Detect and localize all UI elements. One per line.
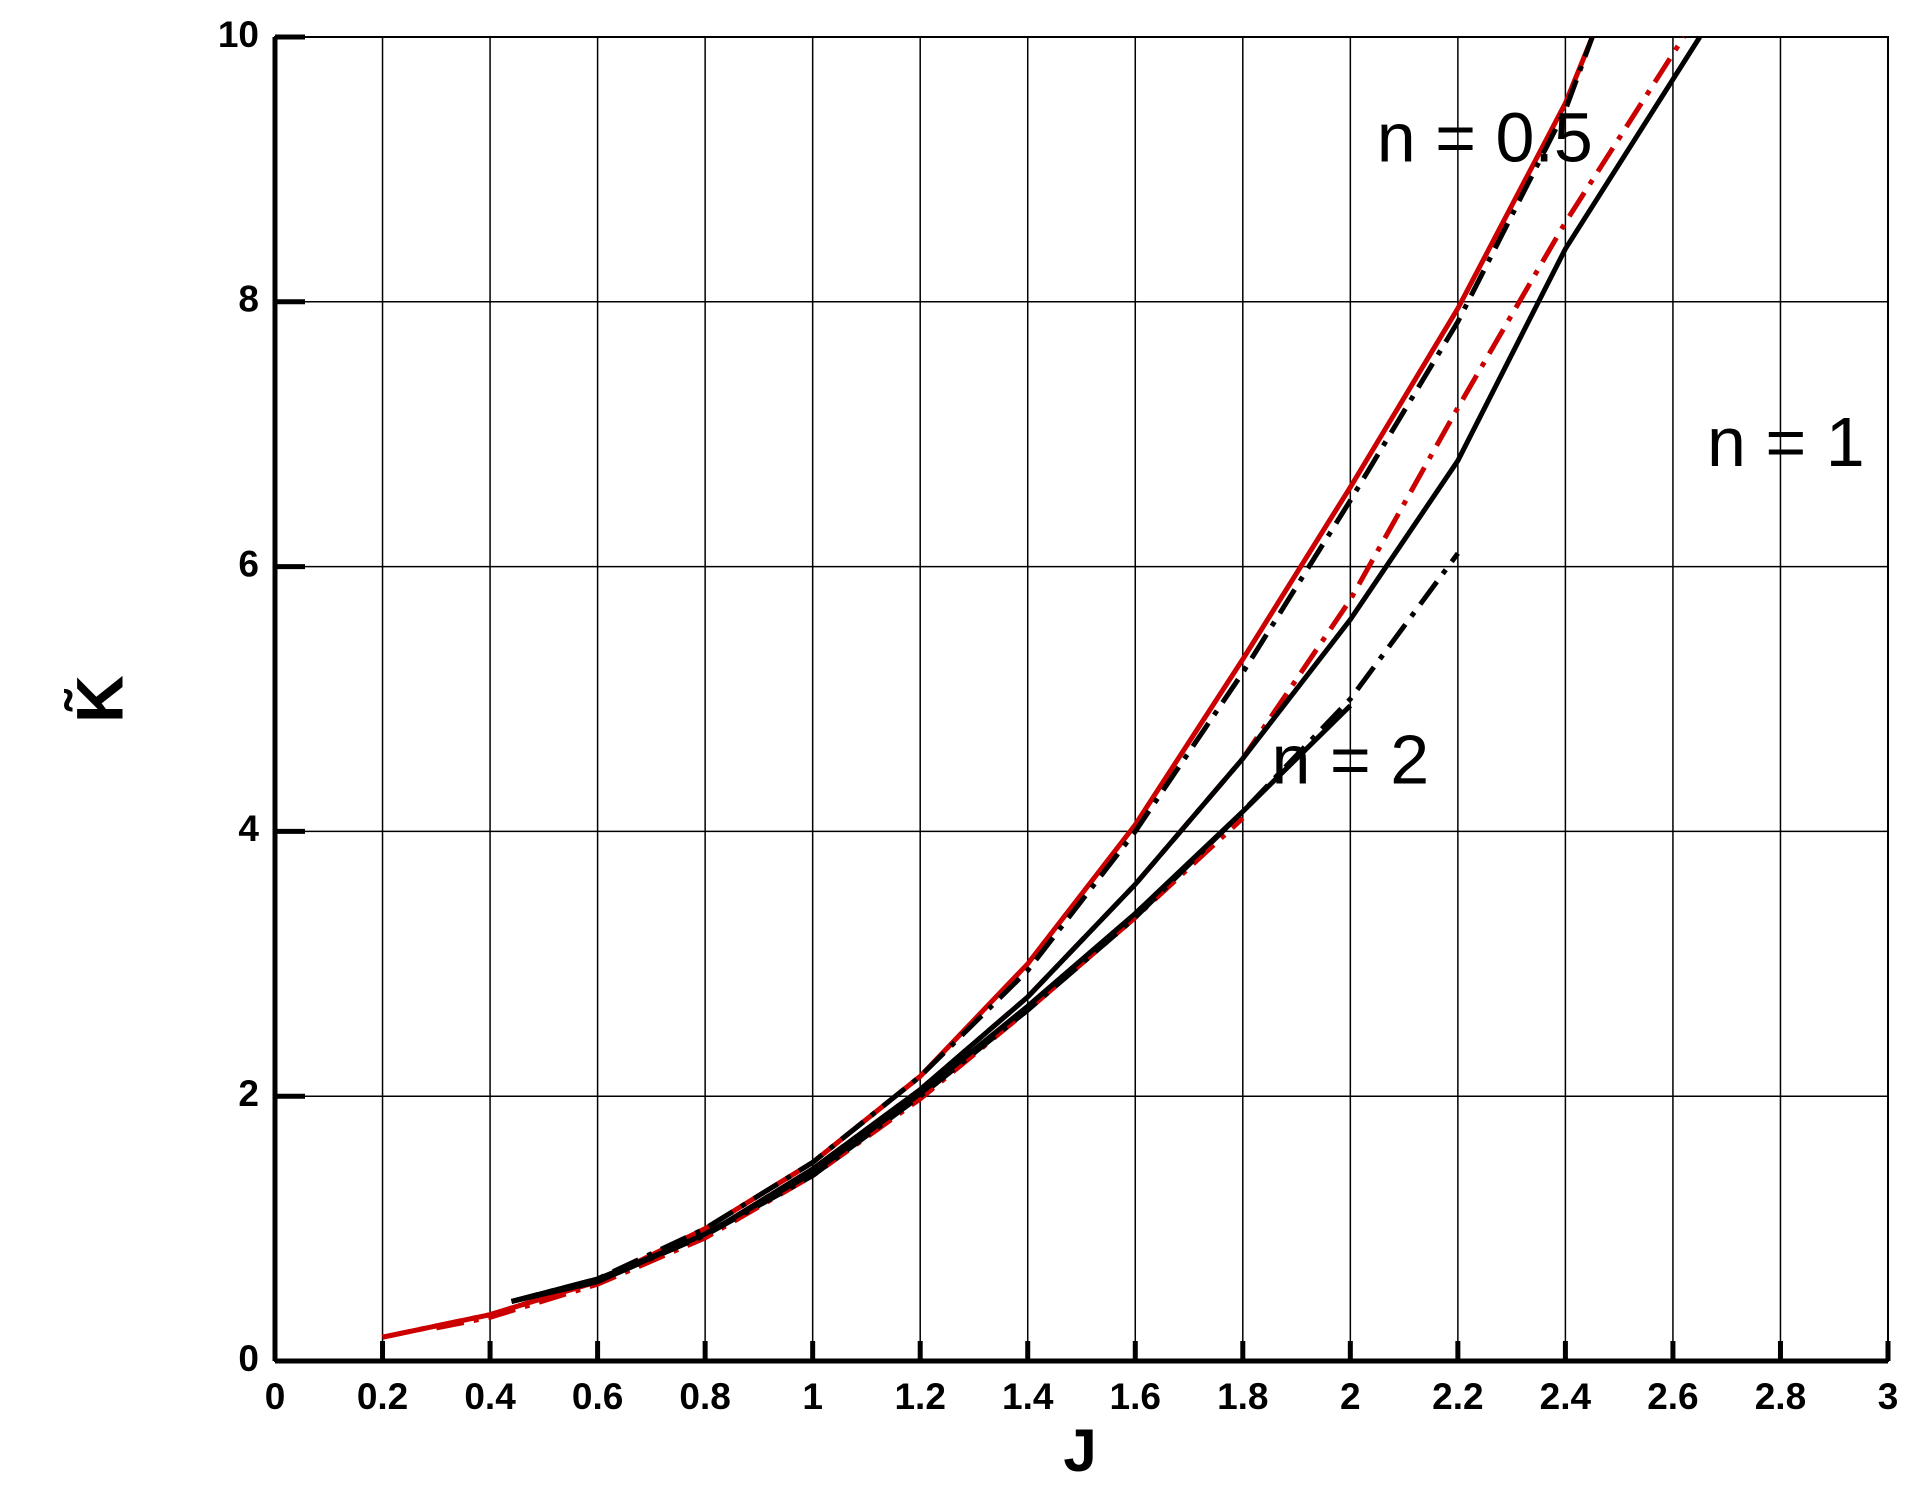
x-tick-label: 3	[1878, 1376, 1899, 1417]
line-series	[511, 703, 1353, 1304]
line-series	[382, 36, 1595, 1340]
x-tick-label: 1.2	[894, 1376, 945, 1417]
line-series	[435, 816, 1245, 1331]
y-axis-label: K̃	[62, 675, 136, 723]
annotation: n = 2	[1272, 721, 1430, 799]
plot-frame	[274, 36, 1889, 1362]
x-tick-label: 2.6	[1647, 1376, 1698, 1417]
x-tick-label: 2.2	[1432, 1376, 1483, 1417]
x-tick-label: 2	[1340, 1376, 1361, 1417]
x-tick-label: 0.2	[357, 1376, 408, 1417]
line-series	[382, 35, 1686, 1340]
y-tick-label: 2	[238, 1073, 259, 1114]
y-tick-label: 0	[238, 1338, 259, 1379]
x-tick-label: 1.4	[1002, 1376, 1054, 1417]
line-series	[510, 36, 1595, 1304]
x-tick-label: 0	[265, 1376, 286, 1417]
annotation: n = 0.5	[1377, 98, 1593, 176]
x-tick-label: 1.8	[1217, 1376, 1268, 1417]
x-tick-label: 0.8	[679, 1376, 730, 1417]
x-tick-label: 1	[802, 1376, 823, 1417]
x-tick-label: 2.8	[1755, 1376, 1806, 1417]
x-tick-label: 2.4	[1540, 1376, 1592, 1417]
x-axis-label: J	[1063, 1417, 1096, 1484]
x-tick-label: 1.6	[1110, 1376, 1161, 1417]
y-tick-label: 10	[218, 14, 259, 55]
y-tick-label: 4	[238, 808, 259, 849]
y-tick-label: 8	[238, 279, 259, 320]
x-tick-label: 0.4	[464, 1376, 516, 1417]
line-series	[510, 35, 1702, 1304]
annotation: n = 1	[1707, 403, 1865, 481]
y-tick-label: 6	[238, 543, 259, 584]
x-tick-label: 0.6	[572, 1376, 623, 1417]
